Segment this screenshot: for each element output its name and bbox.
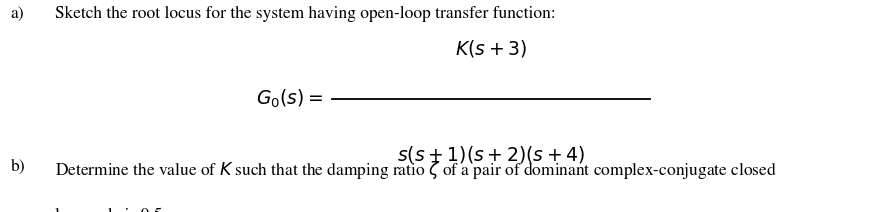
Text: Determine the value of $K$ such that the damping ratio $\zeta$ of a pair of domi: Determine the value of $K$ such that the… (55, 159, 777, 181)
Text: $G_0(s) =$: $G_0(s) =$ (256, 87, 323, 110)
Text: b): b) (11, 159, 26, 175)
Text: $s(s+1)(s+2)(s+4)$: $s(s+1)(s+2)(s+4)$ (397, 144, 585, 165)
Text: Sketch the root locus for the system having open-loop transfer function:: Sketch the root locus for the system hav… (55, 6, 556, 22)
Text: loop pole is 0.5.: loop pole is 0.5. (55, 208, 166, 212)
Text: $K(s+3)$: $K(s+3)$ (455, 38, 527, 59)
Text: a): a) (11, 6, 24, 22)
